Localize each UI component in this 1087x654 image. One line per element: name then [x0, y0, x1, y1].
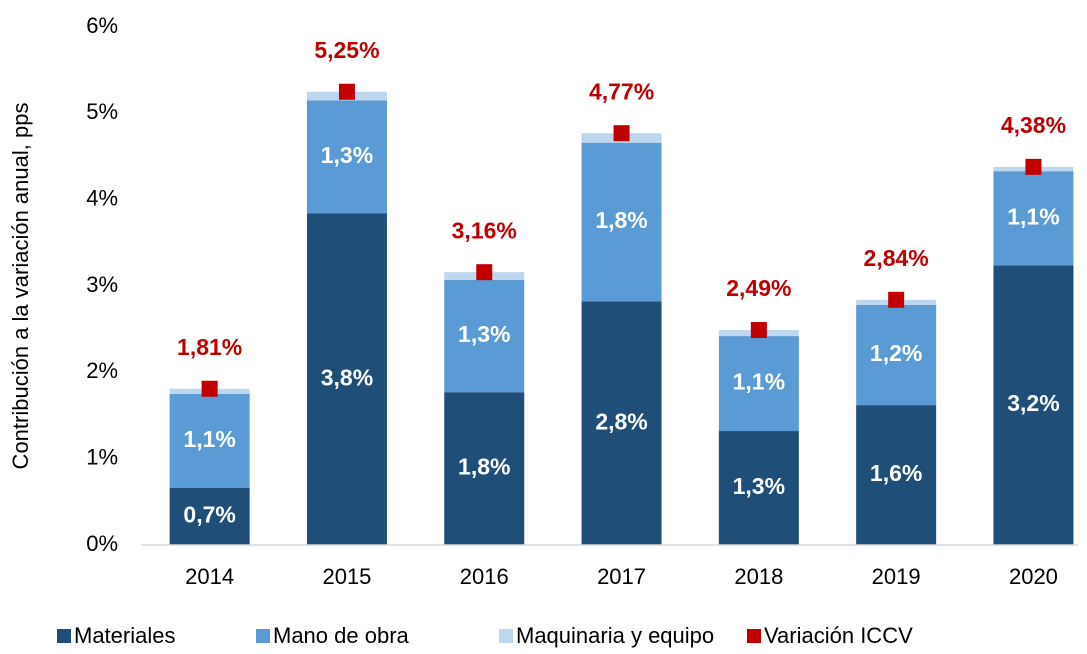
marker	[338, 83, 355, 100]
total-label: 4,77%	[589, 78, 654, 104]
bar-segment	[581, 142, 662, 302]
bar-segment	[856, 405, 937, 545]
total-label: 3,16%	[452, 217, 517, 243]
value-label: 1,8%	[458, 454, 510, 480]
marker	[613, 125, 630, 142]
bar-segment	[856, 304, 937, 406]
legend-label: Materiales	[74, 623, 175, 648]
bar-segment	[444, 279, 525, 393]
value-label: 1,6%	[870, 460, 922, 486]
marker	[201, 380, 218, 397]
bar-segment	[581, 301, 662, 545]
x-tick-label: 2017	[597, 564, 646, 589]
value-label: 0,7%	[183, 502, 235, 528]
bar-segment	[306, 213, 387, 546]
x-tick-label: 2016	[460, 564, 509, 589]
total-label: 5,25%	[314, 37, 379, 63]
bar-segment	[306, 100, 387, 214]
y-tick-label: 6%	[86, 13, 118, 38]
marker	[750, 322, 767, 339]
value-label: 1,3%	[733, 473, 785, 499]
value-label: 1,8%	[595, 207, 647, 233]
y-tick-label: 5%	[86, 99, 118, 124]
marker	[1025, 158, 1042, 175]
value-label: 3,2%	[1007, 390, 1059, 416]
bar-segment	[169, 393, 250, 489]
bar-segment	[993, 171, 1074, 266]
legend-swatch	[499, 629, 513, 643]
total-label: 4,38%	[1001, 112, 1066, 138]
x-tick-label: 2015	[322, 564, 371, 589]
legend-swatch	[57, 629, 71, 643]
legend-label: Maquinaria y equipo	[516, 623, 714, 648]
bar-segment	[993, 265, 1074, 545]
y-tick-label: 3%	[86, 272, 118, 297]
y-tick-label: 0%	[86, 531, 118, 556]
total-label: 2,49%	[726, 275, 791, 301]
bar-segment	[718, 336, 799, 432]
marker	[888, 291, 905, 308]
legend-label: Mano de obra	[273, 623, 410, 648]
value-label: 1,1%	[183, 426, 235, 452]
legend-label: Variación ICCV	[764, 623, 913, 648]
bar-segment	[444, 392, 525, 545]
y-axis-title: Contribución a la variación anual, pps	[8, 103, 33, 470]
value-label: 1,1%	[733, 369, 785, 395]
x-tick-label: 2019	[872, 564, 921, 589]
marker	[476, 264, 493, 281]
x-tick-label: 2014	[185, 564, 234, 589]
y-tick-label: 1%	[86, 444, 118, 469]
x-tick-label: 2020	[1009, 564, 1058, 589]
value-label: 1,3%	[321, 142, 373, 168]
value-label: 3,8%	[321, 364, 373, 390]
total-label: 1,81%	[177, 334, 242, 360]
total-label: 2,84%	[864, 245, 929, 271]
value-label: 1,1%	[1007, 203, 1059, 229]
bar-segment	[169, 488, 250, 545]
y-tick-label: 4%	[86, 185, 118, 210]
legend-swatch	[256, 629, 270, 643]
y-tick-label: 2%	[86, 358, 118, 383]
legend-swatch	[747, 629, 761, 643]
value-label: 2,8%	[595, 408, 647, 434]
x-tick-label: 2018	[734, 564, 783, 589]
value-label: 1,3%	[458, 321, 510, 347]
bar-segment	[718, 431, 799, 545]
value-label: 1,2%	[870, 340, 922, 366]
